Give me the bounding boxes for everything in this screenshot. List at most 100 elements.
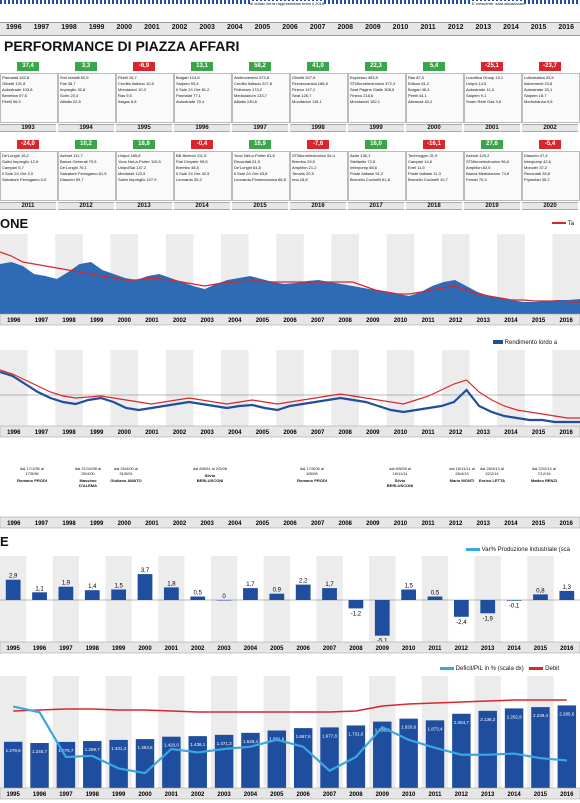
government-label: dal 8/5/08 al 16/11/11 Silvio BERLUSCONI [382, 466, 418, 488]
performance-year-label: 2020 [522, 202, 578, 210]
performance-stock-row: Technogym 31,9 [408, 153, 438, 158]
year-tick-label: 2003 [200, 318, 214, 324]
year-tick-label: 2008 [349, 792, 363, 798]
performance-stock-row: Olivetti 527,6 [292, 75, 316, 80]
production-bar-label: 1,5 [404, 584, 413, 590]
government-name: Silvio BERLUSCONI [386, 478, 414, 488]
year-tick-label: 2011 [420, 24, 436, 31]
year-tick-label: 2008 [339, 318, 353, 324]
debt-bar-label: 2.285,6 [559, 711, 575, 716]
performance-stock-row: Ras 87,0 [408, 75, 425, 80]
performance-year-label: 2000 [406, 124, 462, 132]
section4-title: E [0, 534, 9, 549]
year-tick-label: 1996 [33, 646, 47, 652]
year-tick-label: 2012 [447, 24, 464, 31]
performance-stock-row: Yoox Net-a-Porter 115,5 [118, 159, 161, 164]
performance-down-badge: -5,4 [539, 140, 561, 149]
government-name: Enrico LETTA [478, 478, 506, 483]
performance-stock-row: Yoox Net-a-Porter 81,8 [234, 153, 275, 158]
section2-legend: Ta [552, 221, 574, 227]
production-bar-label: 0,5 [194, 591, 203, 597]
debt-bar-label: 2.202,9 [507, 714, 523, 719]
year-tick-label: 2006 [283, 430, 297, 436]
year-tick-label: 2004 [228, 430, 242, 436]
production-bar-label: 1,4 [88, 584, 97, 590]
year-tick-label: 2004 [244, 646, 258, 652]
debt-bar [267, 730, 287, 788]
year-tick-label: 1997 [35, 430, 49, 436]
debt-bar-label: 1.299,7 [85, 747, 101, 752]
performance-year-box: -7,6 STMicroelectronics 54,4 Brembo 29,5 Am… [290, 140, 348, 214]
header-note-right: E crescente: sarà attualizzato [472, 1, 525, 6]
year-tick-label: 2009 [366, 318, 380, 324]
year-tick-label: 1996 [33, 792, 47, 798]
performance-stock-row: Impregilo 32,8 [60, 87, 86, 92]
performance-year-label: 1997 [232, 124, 288, 132]
year-tick-label: 1999 [90, 318, 104, 324]
performance-stock-row: Brembo 48,5 [176, 165, 199, 170]
performance-stock-row: Mondadori 182,1 [350, 99, 381, 104]
performance-up-badge: 16,0 [365, 140, 387, 149]
year-tick-label: 2015 [534, 792, 548, 798]
performance-stock-row: UnipolSai 147,2 [118, 165, 147, 170]
performance-stock-row: Fineco 147,1 [292, 87, 316, 92]
year-tick-label: 1998 [62, 318, 76, 324]
debt-bar-label: 1.657,5 [296, 734, 312, 739]
performance-up-badge: 10,2 [75, 140, 97, 149]
performance-stock-row: Italcementi 23,8 [524, 81, 553, 86]
performance-stock-list: Luxottica Group 19,1 Unipol 14,5 Autostrad… [464, 73, 522, 123]
performance-stock-row: STMicroelectronics 54,4 [292, 153, 335, 158]
debt-bar [557, 705, 577, 788]
year-tick-label: 2014 [507, 792, 521, 798]
debt-bar [531, 707, 550, 788]
performance-year-label: 2018 [406, 202, 462, 210]
header-note-left: di dollari verrà rappresentato entro il … [250, 1, 325, 6]
government-dates: dal 26/4/00 al 31/5/01 [113, 466, 139, 476]
performance-stock-row: Il Sole 24 Ore 81,2 [176, 87, 210, 92]
performance-up-badge: 58,2 [249, 62, 271, 71]
performance-stock-row: Salvatore Ferragamo 0,0 [2, 177, 47, 182]
performance-down-badge: -6,9 [133, 62, 155, 71]
performance-stock-row: BB Biotech 111,5 [176, 153, 207, 158]
performance-stock-row: Autostrade 103,8 [2, 87, 33, 92]
industrial-production-chart: 2,9 1,1 1,9 1,4 1,5 3,7 1,8 0,5 0 1,7 0,9 2,2 1,7 -1,… [0, 556, 580, 654]
government-name: Massimo D'ALEMA [78, 478, 98, 488]
year-tick-label: 2014 [504, 521, 518, 527]
performance-stock-list: BB Biotech 111,5 Fiat Chrysler 99,5 Brembo… [174, 151, 232, 201]
performance-year-box: 58,2 Ambroveneto 373,8 Credito Italiano 22… [232, 62, 290, 136]
year-tick-label: 2011 [422, 430, 436, 436]
year-tick-label: 1999 [88, 24, 105, 31]
performance-stock-row: Interpump 42,6 [524, 159, 551, 164]
year-tick-label: 2004 [226, 24, 243, 31]
performance-stock-row: Enel 11,5 [408, 165, 425, 170]
year-band [165, 350, 194, 426]
performance-stock-row: STMicroelectronics 96,8 [466, 159, 509, 164]
performance-stock-row: Azimut 111,7 [60, 153, 83, 158]
year-tick-label: 2014 [504, 318, 518, 324]
performance-stock-row: De'Longhi 64,8 [234, 165, 261, 170]
year-tick-label: 1997 [59, 792, 73, 798]
performance-stock-list: Azimut 125,2 STMicroelectronics 96,8 Ampli… [464, 151, 522, 201]
performance-stock-row: Autostrade 70,4 [176, 99, 205, 104]
performance-stock-row: Snam Rete Gas 3,6 [466, 99, 502, 104]
performance-year-label: 2017 [348, 202, 404, 210]
debt-bar [3, 741, 23, 788]
year-tick-label: 1997 [33, 24, 50, 31]
performance-stock-row: Salini Impregilo 12,9 [2, 159, 39, 164]
year-tick-label: 2007 [311, 521, 325, 527]
performance-stock-row: Salvatore Ferragamo 61,5 [60, 171, 107, 176]
production-bar-label: 0,8 [536, 588, 545, 594]
government-name: Romano PRODI [17, 478, 47, 483]
production-bar [163, 587, 179, 600]
performance-stock-row: Brunello Cucinelli 10,7 [408, 177, 448, 182]
year-tick-label: 2001 [145, 430, 159, 436]
performance-stock-row: Parmalat 152,8 [2, 75, 30, 80]
year-tick-label: 1996 [7, 521, 21, 527]
performance-stock-row: Tenaris 20,5 [292, 171, 314, 176]
year-tick-label: 2010 [402, 646, 416, 652]
government-name: Mario MONTI [449, 478, 475, 483]
performance-year-box: -6,9 Pirelli 16,7 Credito Italiano 10,5 Mon… [116, 62, 174, 136]
governments-axis: 1996 1997 1998 1999 2000 2001 2002 2003 2004 2005… [0, 516, 580, 529]
performance-stock-row: Campari 14,6 [408, 159, 433, 164]
performance-stock-row: Ambroveneto 373,8 [234, 75, 269, 80]
